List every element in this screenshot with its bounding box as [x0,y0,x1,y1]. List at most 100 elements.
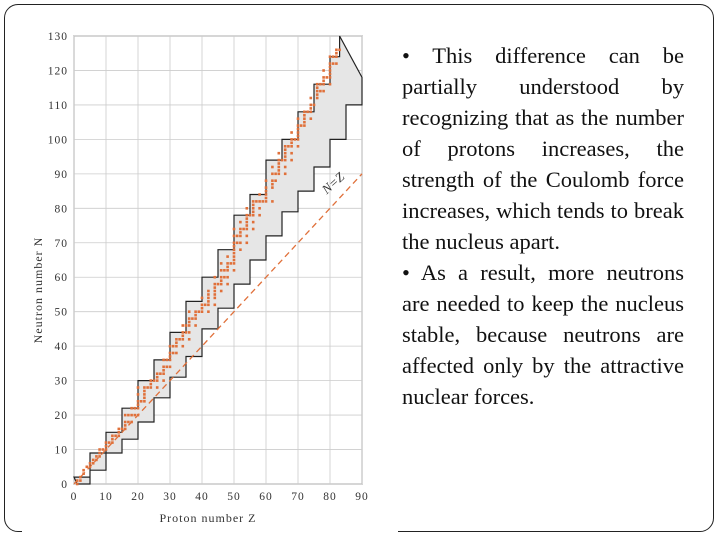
stable-nuclide-point [239,241,242,245]
stable-nuclide-point [143,386,146,389]
stable-nuclide-point [245,217,249,220]
stable-nuclide-point [322,69,325,72]
stable-nuclide-point [146,386,149,389]
stable-nuclide-point [271,172,274,176]
stable-nuclide-point [75,479,79,482]
stable-nuclide-point [187,320,191,324]
stable-nuclide-point [98,451,101,455]
stable-nuclide-point [171,344,175,348]
stable-nuclide-point [283,172,287,176]
stable-nuclide-point [226,282,229,286]
stable-nuclide-point [187,338,191,341]
stable-nuclide-point [322,76,325,79]
stable-nuclide-point [271,186,274,189]
stable-nuclide-point [280,158,284,162]
stable-nuclide-point [226,269,229,272]
stable-nuclide-point [283,148,287,151]
stable-nuclide-point [123,420,127,424]
stable-nuclide-point [239,220,242,224]
stable-nuclide-point [315,89,319,93]
stable-nuclide-point [207,293,210,296]
stable-nuclide-point [255,200,258,203]
stable-nuclide-point [232,251,236,255]
stable-nuclide-point [213,296,217,300]
stable-nuclide-point [181,338,185,341]
stable-nuclide-point [136,393,140,396]
stable-nuclide-point [335,48,338,52]
stable-nuclide-point [283,155,287,158]
stable-nuclide-point [168,355,172,358]
stable-nuclide-point [271,165,274,169]
stable-nuclide-point [130,406,133,410]
stable-nuclide-point [213,286,217,289]
stable-nuclide-point [95,455,98,458]
stable-nuclide-point [232,227,236,231]
stable-nuclide-point [290,141,293,145]
x-tick-label: 80 [323,491,337,503]
stable-nuclide-point [120,427,124,431]
stable-nuclide-point [264,186,268,189]
stable-nuclide-point [194,313,197,317]
stable-nuclide-point [165,365,169,369]
x-tick-label: 10 [99,491,113,503]
stable-nuclide-point [328,76,332,79]
stable-nuclide-point [245,241,249,245]
stable-nuclide-point [245,213,249,217]
stable-nuclide-point [123,424,127,427]
stable-nuclide-point [213,282,217,286]
stable-nuclide-point [290,158,293,162]
stable-nuclide-point [181,331,185,334]
stable-nuclide-point [207,289,210,293]
stable-nuclide-point [136,413,140,417]
stable-nuclide-point [319,89,322,93]
stable-nuclide-point [149,382,153,386]
stable-nuclide-point [184,324,188,327]
y-tick-label: 0 [61,479,68,491]
y-tick-label: 120 [48,65,68,77]
stable-nuclide-point [245,234,249,238]
stable-nuclide-point [328,82,332,86]
y-tick-label: 100 [48,134,68,146]
stable-nuclide-point [328,65,332,69]
stable-nuclide-point [261,200,265,203]
stable-nuclide-point [75,482,79,486]
stable-nuclide-point [306,110,309,114]
stable-nuclide-point [277,165,281,169]
stable-nuclide-point [155,372,159,375]
y-tick-label: 20 [55,410,69,422]
stable-nuclide-point [335,62,338,65]
stable-nuclide-point [149,386,153,389]
stable-nuclide-point [331,62,335,65]
stable-nuclide-point [152,379,156,382]
stable-nuclide-point [219,275,223,279]
stable-nuclide-point [258,193,261,196]
stable-nuclide-point [296,134,300,138]
bullet-text-panel: • This difference can be partially under… [402,40,684,412]
stable-nuclide-point [296,138,300,141]
stable-nuclide-point [271,200,274,203]
stable-nuclide-point [143,393,146,396]
stable-nuclide-point [91,458,95,462]
stable-nuclide-point [239,234,242,238]
stable-nuclide-point [271,182,274,186]
stable-nuclide-point [213,293,217,296]
stable-nuclide-point [277,162,281,165]
stable-nuclide-point [162,358,165,362]
stable-nuclide-point [168,358,172,362]
y-tick-label: 80 [55,203,69,215]
stable-nuclide-point [232,244,236,248]
stable-nuclide-point [88,462,92,465]
stable-nuclide-point [251,220,255,224]
stable-nuclide-point [123,413,127,417]
stable-nuclide-point [232,262,236,265]
stable-nuclide-point [207,303,210,307]
stable-nuclide-point [200,296,204,300]
stable-nuclide-point [213,303,217,307]
stable-nuclide-point [242,227,245,231]
stable-nuclide-point [171,351,175,355]
x-tick-label: 40 [195,491,209,503]
bullet-1: • This difference can be partially under… [402,43,684,254]
chart-svg: N=Z0 10 20 30 40 50 60 70 80 90010203040506070809… [31,31,368,525]
stable-nuclide-point [232,248,236,251]
stable-nuclide-point [197,310,201,313]
